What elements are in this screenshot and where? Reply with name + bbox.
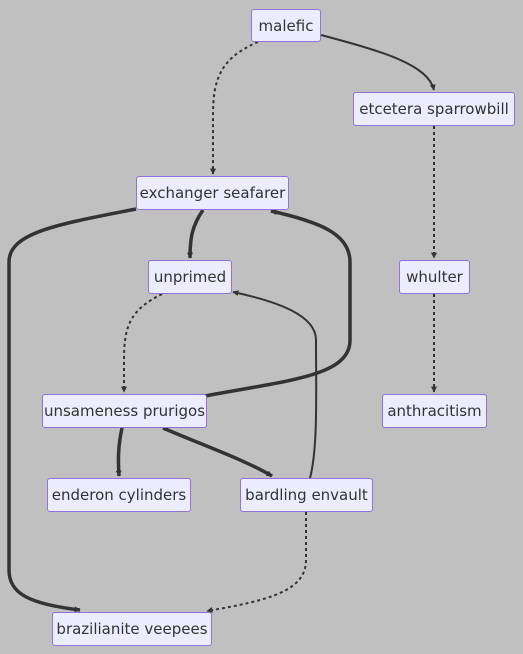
node-unsameness-prurigos[interactable]: unsameness prurigos xyxy=(42,394,207,428)
edge-malefic-to-etcetera xyxy=(320,34,436,91)
node-brazilianite-veepees[interactable]: brazilianite veepees xyxy=(52,612,212,646)
node-etcetera-sparrowbill[interactable]: etcetera sparrowbill xyxy=(353,92,515,126)
edge-malefic-to-exchanger xyxy=(210,41,259,175)
node-bardling-envault[interactable]: bardling envault xyxy=(240,478,373,512)
edge-unsameness-to-enderon xyxy=(115,427,124,477)
node-label: whulter xyxy=(406,268,463,286)
edge-exchanger-to-unprimed xyxy=(187,209,205,259)
node-label: exchanger seafarer xyxy=(139,184,286,202)
node-label: brazilianite veepees xyxy=(56,620,208,638)
node-label: bardling envault xyxy=(245,486,368,504)
node-label: etcetera sparrowbill xyxy=(359,100,509,118)
edge-bardling-to-brazilianite xyxy=(206,512,307,614)
node-label: enderon cylinders xyxy=(51,486,187,504)
node-anthracitism[interactable]: anthracitism xyxy=(382,394,487,428)
node-label: unprimed xyxy=(153,268,227,286)
node-label: malefic xyxy=(258,16,314,35)
edge-unsameness-to-bardling xyxy=(162,426,273,478)
node-label: anthracitism xyxy=(387,402,482,420)
node-exchanger-seafarer[interactable]: exchanger seafarer xyxy=(136,176,289,210)
edge-exchanger-to-brazilianite xyxy=(7,207,137,613)
edge-bardling-to-unprimed xyxy=(232,290,318,479)
edge-unsameness-to-exchanger xyxy=(204,209,352,398)
node-whulter[interactable]: whulter xyxy=(399,260,470,294)
node-unprimed[interactable]: unprimed xyxy=(148,260,232,294)
node-label: unsameness prurigos xyxy=(43,402,206,420)
edge-unprimed-to-unsameness xyxy=(121,293,163,393)
node-enderon-cylinders[interactable]: enderon cylinders xyxy=(47,478,191,512)
node-malefic[interactable]: malefic xyxy=(251,9,321,42)
